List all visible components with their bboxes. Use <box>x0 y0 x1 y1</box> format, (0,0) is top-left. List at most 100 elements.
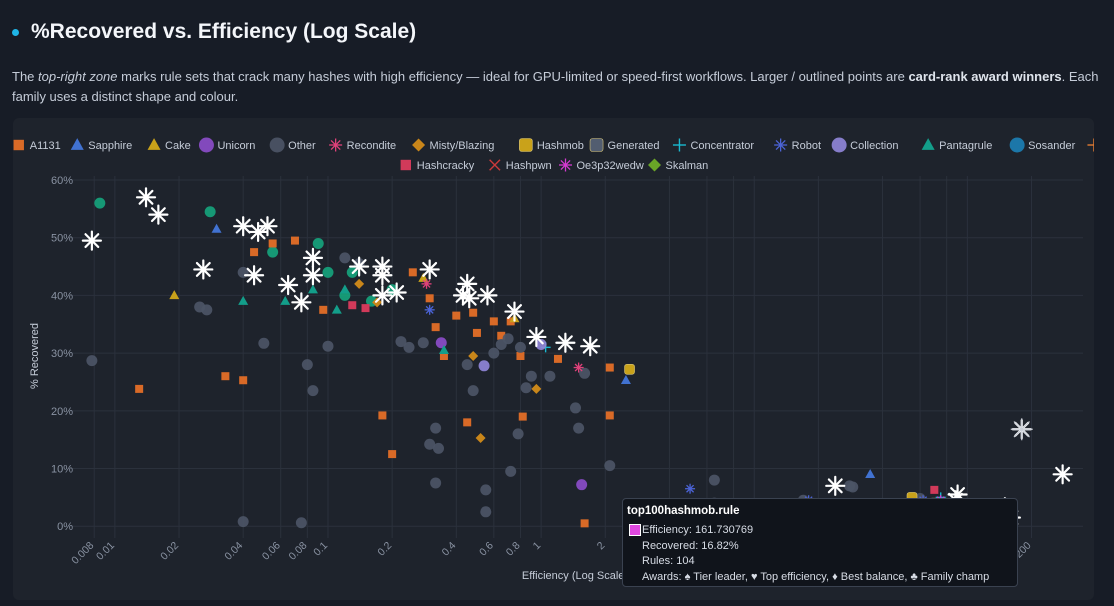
data-point[interactable] <box>432 442 444 454</box>
data-point[interactable] <box>525 370 537 382</box>
award-point[interactable] <box>81 230 102 251</box>
award-point[interactable] <box>243 265 265 286</box>
data-point[interactable] <box>435 337 447 349</box>
data-point[interactable] <box>573 422 585 434</box>
data-point[interactable] <box>620 374 631 384</box>
legend-item[interactable]: Concentrator <box>672 138 754 153</box>
data-point[interactable] <box>403 341 415 353</box>
legend-marker-icon[interactable] <box>519 138 533 152</box>
award-point[interactable] <box>349 256 370 277</box>
data-point[interactable] <box>221 372 230 381</box>
data-point[interactable] <box>425 294 434 303</box>
data-point[interactable] <box>339 252 351 264</box>
data-point[interactable] <box>267 246 279 258</box>
data-point[interactable] <box>480 506 492 518</box>
award-point[interactable] <box>580 336 601 357</box>
data-point[interactable] <box>417 337 429 349</box>
legend-item[interactable]: Cake <box>147 138 191 152</box>
data-point[interactable] <box>237 516 249 528</box>
legend-marker-icon[interactable] <box>774 138 788 152</box>
award-point[interactable] <box>419 259 440 280</box>
data-point[interactable] <box>604 460 616 472</box>
legend-marker-icon[interactable] <box>400 159 411 171</box>
data-point[interactable] <box>307 385 319 397</box>
data-point[interactable] <box>865 469 876 479</box>
data-point[interactable] <box>301 359 313 371</box>
award-point[interactable] <box>233 216 254 237</box>
legend-marker-icon[interactable] <box>1009 137 1025 153</box>
data-point[interactable] <box>930 485 939 494</box>
data-point[interactable] <box>258 337 270 349</box>
award-point[interactable] <box>278 274 299 296</box>
data-point[interactable] <box>94 197 106 209</box>
data-point[interactable] <box>238 295 249 305</box>
data-point[interactable] <box>431 323 440 332</box>
data-point[interactable] <box>461 359 473 371</box>
data-point[interactable] <box>388 450 397 459</box>
data-point[interactable] <box>438 344 449 354</box>
legend-marker-icon[interactable] <box>831 137 847 153</box>
data-point[interactable] <box>467 385 479 397</box>
data-point[interactable] <box>211 223 222 233</box>
legend-marker-icon[interactable] <box>13 139 24 151</box>
data-point[interactable] <box>201 304 213 316</box>
data-point[interactable] <box>250 248 259 257</box>
data-point[interactable] <box>463 418 472 427</box>
award-point[interactable] <box>1052 464 1073 485</box>
award-point[interactable] <box>526 326 547 348</box>
legend-item[interactable]: Techtrip <box>1087 138 1094 153</box>
award-point[interactable] <box>372 265 393 286</box>
legend-item[interactable]: Misty/Blazing <box>412 138 494 153</box>
legend-item[interactable]: Robot <box>774 138 821 153</box>
data-point[interactable] <box>421 278 432 289</box>
award-point[interactable] <box>477 285 498 306</box>
data-point[interactable] <box>319 305 328 314</box>
data-point[interactable] <box>472 328 481 337</box>
data-point[interactable] <box>573 362 584 373</box>
legend-marker-icon[interactable] <box>559 158 572 172</box>
legend-item[interactable]: Hashpwn <box>489 159 552 172</box>
legend-marker-icon[interactable] <box>198 137 214 153</box>
data-point[interactable] <box>322 340 334 352</box>
data-point[interactable] <box>512 428 524 440</box>
data-point[interactable] <box>580 519 589 528</box>
award-point[interactable] <box>457 273 478 294</box>
legend-marker-icon[interactable] <box>269 137 285 153</box>
data-point[interactable] <box>475 432 486 443</box>
data-point[interactable] <box>531 383 542 394</box>
legend-item[interactable]: Generated <box>589 138 660 153</box>
award-point[interactable] <box>135 187 157 208</box>
data-point[interactable] <box>86 355 98 367</box>
data-point[interactable] <box>348 301 357 310</box>
legend-item[interactable]: Skalman <box>648 158 708 173</box>
award-point[interactable] <box>148 204 169 225</box>
data-point[interactable] <box>169 290 180 300</box>
data-point[interactable] <box>295 517 307 529</box>
data-point[interactable] <box>520 382 532 394</box>
legend-item[interactable]: Unicorn <box>198 137 255 153</box>
legend-item[interactable]: Oe3p32wedw <box>559 158 644 173</box>
award-point[interactable] <box>193 259 214 280</box>
data-point[interactable] <box>847 481 859 493</box>
legend-item[interactable]: Recondite <box>329 138 396 153</box>
award-point[interactable] <box>302 265 324 286</box>
data-point[interactable] <box>576 479 588 491</box>
award-point[interactable] <box>372 285 393 306</box>
data-point[interactable] <box>395 336 407 348</box>
data-point[interactable] <box>430 422 442 434</box>
data-point[interactable] <box>378 411 387 420</box>
legend-marker-icon[interactable] <box>329 138 343 152</box>
data-point[interactable] <box>339 284 350 294</box>
legend-item[interactable]: Collection <box>831 137 899 153</box>
data-point[interactable] <box>480 484 492 496</box>
data-point[interactable] <box>452 311 461 320</box>
data-point[interactable] <box>685 483 696 494</box>
data-point[interactable] <box>312 237 324 249</box>
data-point[interactable] <box>468 351 479 361</box>
data-point[interactable] <box>331 304 342 314</box>
award-point[interactable] <box>257 216 278 237</box>
award-point[interactable] <box>504 301 525 322</box>
legend-item[interactable]: Sapphire <box>70 138 133 152</box>
award-point[interactable] <box>459 288 480 309</box>
data-point[interactable] <box>290 236 299 245</box>
